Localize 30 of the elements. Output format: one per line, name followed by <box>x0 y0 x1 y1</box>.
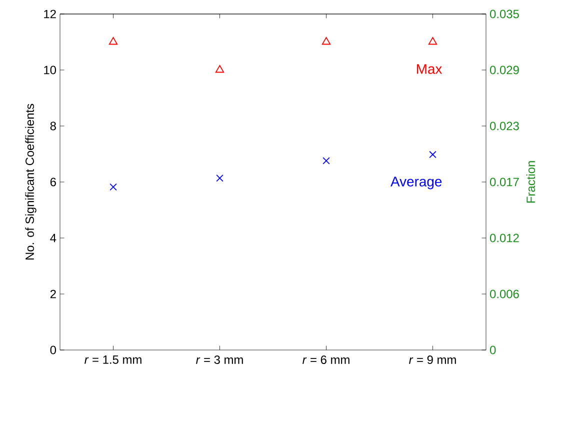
series-label: Max <box>417 64 442 74</box>
point <box>428 37 438 45</box>
x-tick-label: r = 6 mm <box>302 356 350 364</box>
y-tick-label: 12 <box>44 10 56 18</box>
y-tick-label: 2 <box>50 290 56 298</box>
point <box>110 183 117 191</box>
y2-tick-label: 0.035 <box>490 10 519 18</box>
point <box>429 150 436 158</box>
y2-tick-label: 0.006 <box>490 290 519 298</box>
x-tick-label: r = 1.5 mm <box>84 356 142 364</box>
point <box>215 65 224 73</box>
series-label: Average <box>390 176 442 190</box>
point <box>322 157 330 164</box>
y2-tick-label: 0.012 <box>490 234 519 242</box>
point <box>216 174 224 182</box>
y-axis-title: No. of Significant Coefficients <box>25 104 36 260</box>
y2-tick-label: 0.017 <box>490 178 519 186</box>
point <box>108 37 118 45</box>
y2-tick-label: 0.023 <box>490 122 519 130</box>
x-tick-label: r = 9 mm <box>409 356 456 364</box>
y-tick-label: 8 <box>50 122 56 130</box>
y2-tick-label: 0 <box>490 346 496 354</box>
y-tick-label: 10 <box>44 66 56 74</box>
y2-axis-title: Fraction <box>526 161 536 203</box>
y-tick-label: 6 <box>50 178 56 186</box>
y2-tick-label: 0.029 <box>490 66 519 74</box>
x-tick-label: r = 3 mm <box>196 356 243 364</box>
y-tick-label: 4 <box>50 234 56 242</box>
point <box>322 37 331 45</box>
y-tick-label: 0 <box>50 346 56 354</box>
